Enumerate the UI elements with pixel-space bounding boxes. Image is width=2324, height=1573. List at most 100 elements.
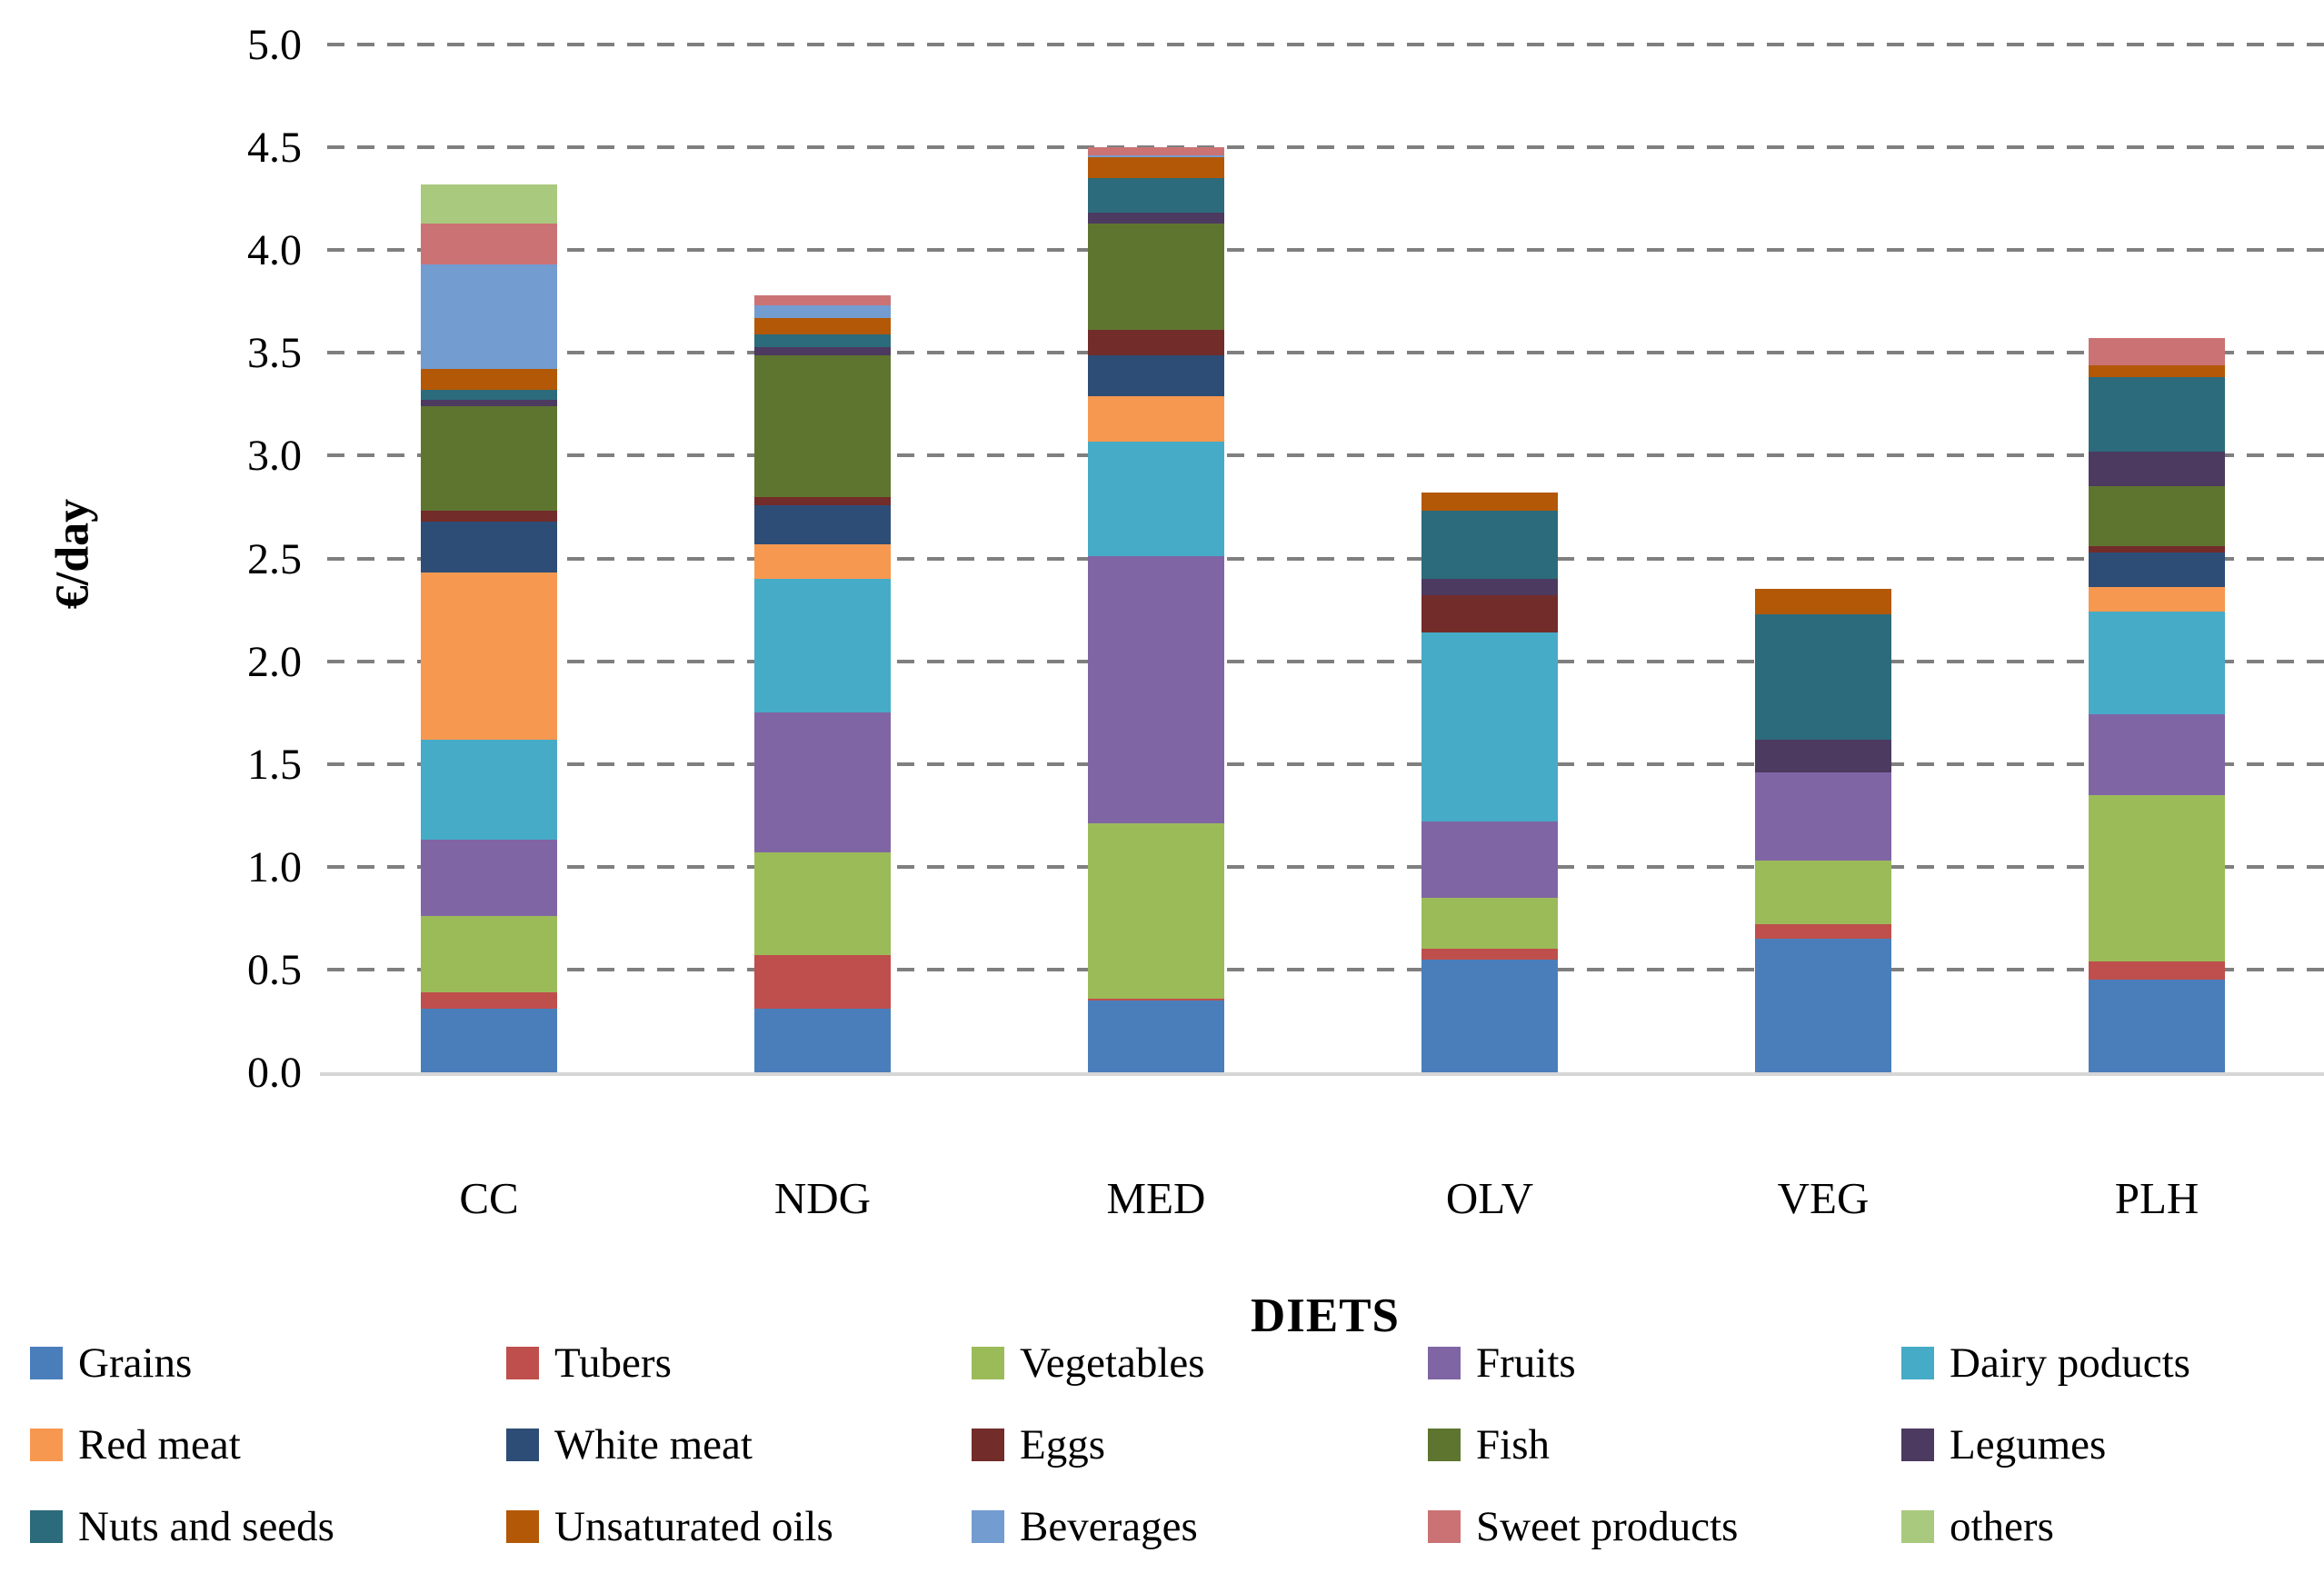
bar-segment-unsaturated-oils	[421, 369, 557, 390]
bar-segment-nuts-and-seeds	[754, 334, 891, 347]
bar-segment-beverages	[754, 305, 891, 318]
bar-plh	[2089, 0, 2225, 1072]
bar-segment-tubers	[1755, 924, 1891, 939]
legend-item-grains: Grains	[30, 1341, 506, 1384]
bar-segment-fruits	[1088, 556, 1224, 824]
bar-segment-sweet-products	[421, 223, 557, 265]
bar-segment-fruits	[1755, 772, 1891, 861]
x-axis-label-plh: PLH	[2114, 1173, 2199, 1223]
bar-segment-red-meat	[421, 572, 557, 740]
gridline	[327, 762, 2324, 766]
bar-segment-vegetables	[2089, 794, 2225, 961]
legend-swatch-others	[1901, 1510, 1934, 1543]
legend-swatch-fruits	[1428, 1347, 1461, 1379]
bar-segment-others	[421, 184, 557, 224]
legend-label: Beverages	[1020, 1502, 1198, 1550]
bar-segment-eggs	[1088, 330, 1224, 355]
bar-olv	[1421, 0, 1558, 1072]
legend-swatch-white-meat	[506, 1429, 539, 1461]
y-tick-label: 2.0	[247, 637, 302, 686]
legend-swatch-beverages	[972, 1510, 1004, 1543]
bar-segment-white-meat	[754, 504, 891, 544]
x-axis-label-med: MED	[1106, 1173, 1206, 1223]
y-axis-title: €/day	[46, 498, 99, 610]
bar-segment-fruits	[421, 840, 557, 917]
legend-item-white-meat: White meat	[506, 1423, 972, 1466]
gridline	[327, 43, 2324, 46]
bar-segment-dairy-poducts	[421, 739, 557, 841]
bar-segment-dairy-poducts	[1088, 441, 1224, 557]
legend-swatch-legumes	[1901, 1429, 1934, 1461]
bar-segment-grains	[754, 1008, 891, 1072]
bar-segment-red-meat	[754, 543, 891, 580]
bar-ndg	[754, 0, 891, 1072]
y-tick-label: 3.0	[247, 432, 302, 481]
legend-item-unsaturated-oils: Unsaturated oils	[506, 1505, 972, 1548]
bar-segment-nuts-and-seeds	[2089, 377, 2225, 452]
legend-item-tubers: Tubers	[506, 1341, 972, 1384]
bar-segment-sweet-products	[2089, 338, 2225, 365]
bar-segment-dairy-poducts	[1421, 632, 1558, 822]
legend-item-red-meat: Red meat	[30, 1423, 506, 1466]
bar-segment-nuts-and-seeds	[1088, 178, 1224, 214]
bar-segment-unsaturated-oils	[1088, 157, 1224, 179]
bar-segment-unsaturated-oils	[2089, 364, 2225, 378]
legend-swatch-nuts-and-seeds	[30, 1510, 63, 1543]
legend-label: Eggs	[1020, 1420, 1105, 1468]
legend-label: Fish	[1476, 1420, 1550, 1468]
bar-segment-grains	[1088, 1000, 1224, 1072]
legend-item-sweet-products: Sweet products	[1428, 1505, 1901, 1548]
bar-segment-white-meat	[2089, 552, 2225, 588]
bar-segment-grains	[2089, 980, 2225, 1072]
bar-med	[1088, 0, 1224, 1072]
legend-label: Tubers	[554, 1339, 672, 1387]
bar-cc	[421, 0, 557, 1072]
bar-segment-vegetables	[754, 851, 891, 956]
bar-segment-vegetables	[421, 916, 557, 992]
bar-segment-tubers	[2089, 961, 2225, 981]
legend-swatch-vegetables	[972, 1347, 1004, 1379]
legend-item-fruits: Fruits	[1428, 1341, 1901, 1384]
gridline	[327, 248, 2324, 253]
legend-label: White meat	[554, 1420, 753, 1468]
bar-segment-eggs	[2089, 545, 2225, 553]
x-axis-line	[320, 1072, 2324, 1076]
legend-swatch-sweet-products	[1428, 1510, 1461, 1543]
bar-segment-vegetables	[1755, 861, 1891, 925]
x-axis-label-cc: CC	[459, 1173, 519, 1223]
legend-swatch-dairy-poducts	[1901, 1347, 1934, 1379]
y-tick-label: 1.5	[247, 740, 302, 789]
y-tick-label: 1.0	[247, 842, 302, 891]
y-tick-label: 0.0	[247, 1049, 302, 1097]
legend-label: Nuts and seeds	[78, 1502, 334, 1550]
legend: Grains Tubers Vegetables Fruits Dairy poduct…	[30, 1341, 2302, 1548]
bar-segment-legumes	[754, 346, 891, 355]
gridline	[327, 453, 2324, 458]
x-axis-label-ndg: NDG	[773, 1173, 872, 1223]
legend-label: Red meat	[78, 1420, 241, 1468]
bar-segment-vegetables	[1421, 897, 1558, 950]
bar-segment-fish	[1088, 223, 1224, 331]
bar-segment-beverages	[421, 264, 557, 370]
legend-swatch-eggs	[972, 1429, 1004, 1461]
y-tick-label: 3.5	[247, 329, 302, 378]
legend-item-eggs: Eggs	[972, 1423, 1428, 1466]
bar-segment-fish	[2089, 486, 2225, 546]
legend-label: Fruits	[1476, 1339, 1576, 1387]
legend-item-vegetables: Vegetables	[972, 1341, 1428, 1384]
bar-segment-unsaturated-oils	[1755, 589, 1891, 614]
legend-swatch-tubers	[506, 1347, 539, 1379]
bar-segment-unsaturated-oils	[754, 317, 891, 334]
x-axis-label-veg: VEG	[1777, 1173, 1870, 1223]
bar-veg	[1755, 0, 1891, 1072]
gridline	[327, 967, 2324, 971]
bar-segment-nuts-and-seeds	[1421, 511, 1558, 580]
bar-segment-grains	[1755, 938, 1891, 1072]
legend-item-others: others	[1901, 1505, 2302, 1548]
legend-swatch-fish	[1428, 1429, 1461, 1461]
legend-label: Sweet products	[1476, 1502, 1739, 1550]
x-axis-label-olv: OLV	[1445, 1173, 1534, 1223]
legend-label: others	[1950, 1502, 2054, 1550]
legend-swatch-unsaturated-oils	[506, 1510, 539, 1543]
bar-segment-legumes	[1755, 739, 1891, 772]
